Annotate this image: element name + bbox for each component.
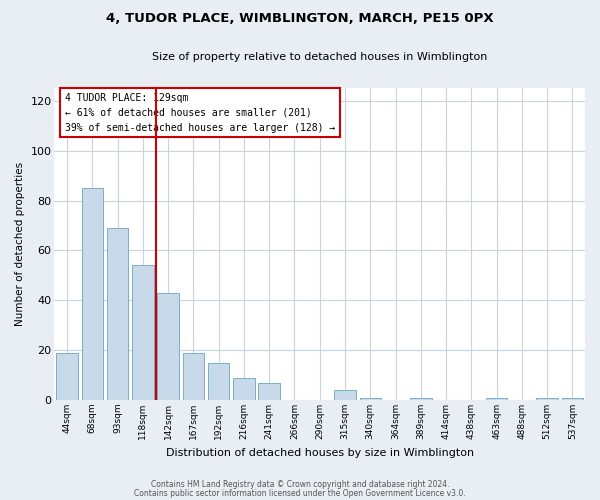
Bar bbox=[334, 390, 356, 400]
Bar bbox=[486, 398, 508, 400]
X-axis label: Distribution of detached houses by size in Wimblington: Distribution of detached houses by size … bbox=[166, 448, 474, 458]
Bar bbox=[359, 398, 381, 400]
Bar bbox=[562, 398, 583, 400]
Text: 4, TUDOR PLACE, WIMBLINGTON, MARCH, PE15 0PX: 4, TUDOR PLACE, WIMBLINGTON, MARCH, PE15… bbox=[106, 12, 494, 26]
Bar bbox=[208, 362, 229, 400]
Bar bbox=[536, 398, 558, 400]
Text: Contains HM Land Registry data © Crown copyright and database right 2024.: Contains HM Land Registry data © Crown c… bbox=[151, 480, 449, 489]
Bar bbox=[107, 228, 128, 400]
Bar bbox=[82, 188, 103, 400]
Bar bbox=[410, 398, 431, 400]
Bar bbox=[182, 352, 204, 400]
Text: 4 TUDOR PLACE: 129sqm
← 61% of detached houses are smaller (201)
39% of semi-det: 4 TUDOR PLACE: 129sqm ← 61% of detached … bbox=[65, 93, 335, 132]
Bar bbox=[157, 293, 179, 400]
Text: Contains public sector information licensed under the Open Government Licence v3: Contains public sector information licen… bbox=[134, 488, 466, 498]
Y-axis label: Number of detached properties: Number of detached properties bbox=[15, 162, 25, 326]
Bar bbox=[233, 378, 254, 400]
Bar bbox=[259, 382, 280, 400]
Title: Size of property relative to detached houses in Wimblington: Size of property relative to detached ho… bbox=[152, 52, 487, 62]
Bar bbox=[56, 352, 78, 400]
Bar bbox=[132, 266, 154, 400]
